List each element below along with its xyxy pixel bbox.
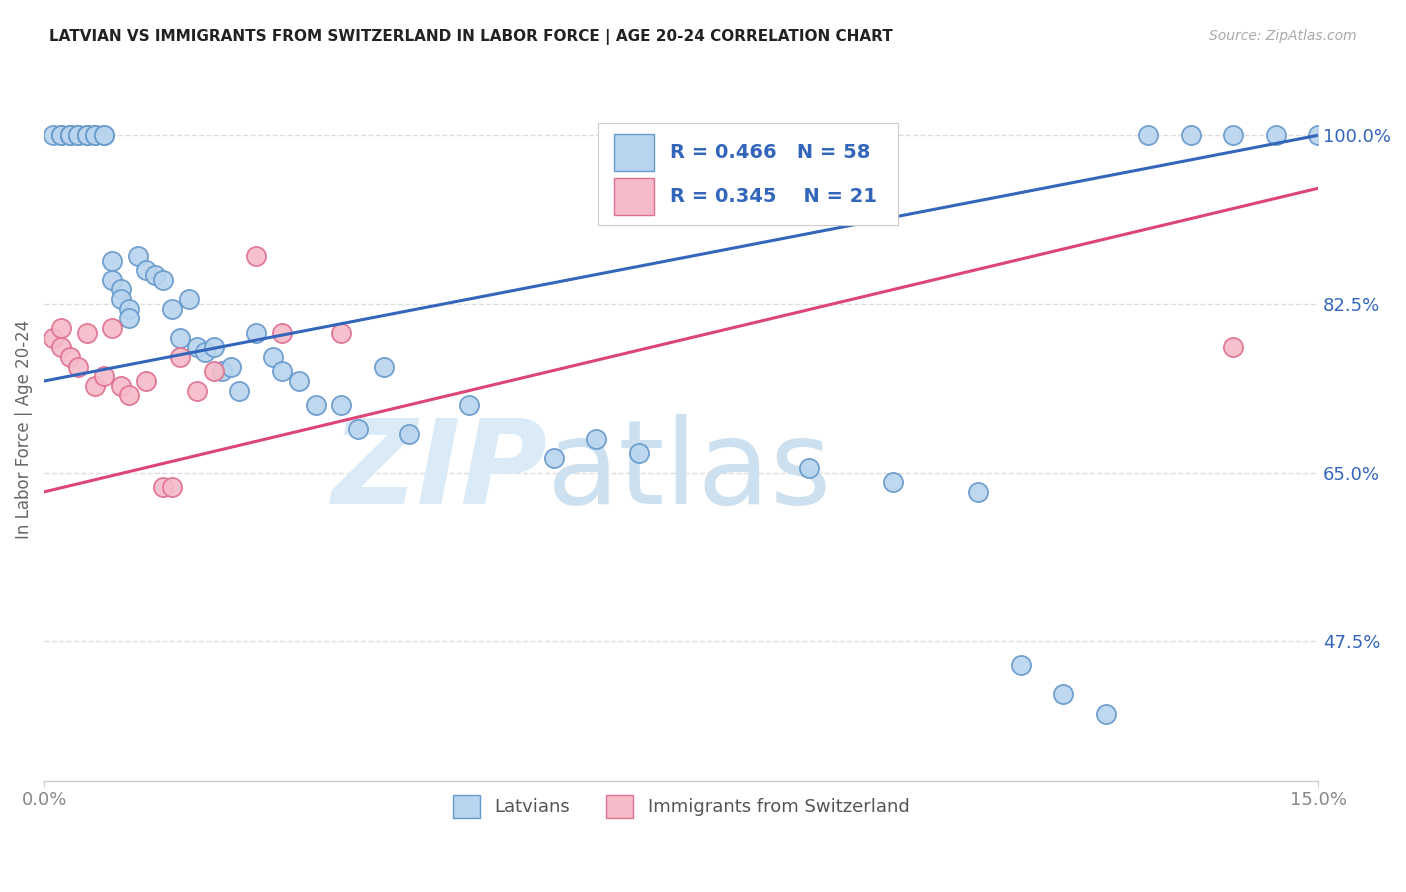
Point [58, 128, 80, 143]
Point [347, 422, 370, 436]
Point [967, 484, 990, 499]
Point [110, 379, 132, 393]
Point [1222, 128, 1244, 143]
Point [373, 359, 395, 374]
Point [186, 384, 208, 398]
Point [245, 326, 267, 340]
Point [76, 128, 98, 143]
Point [58, 128, 80, 143]
FancyBboxPatch shape [613, 135, 654, 171]
Text: ZIP: ZIP [332, 414, 547, 529]
Point [169, 350, 191, 364]
FancyBboxPatch shape [599, 123, 897, 225]
Point [93, 369, 115, 384]
Point [118, 388, 141, 402]
Point [169, 331, 191, 345]
Point [58, 350, 80, 364]
Point [627, 446, 650, 460]
Point [58, 128, 80, 143]
Point [110, 292, 132, 306]
Point [202, 340, 225, 354]
Point [76, 128, 98, 143]
Point [228, 384, 250, 398]
Point [67, 128, 90, 143]
Point [67, 359, 90, 374]
Point [160, 301, 183, 316]
Point [288, 374, 311, 388]
Point [457, 398, 479, 412]
Point [135, 374, 157, 388]
Point [186, 340, 208, 354]
Point [76, 326, 98, 340]
Point [305, 398, 328, 412]
Point [211, 364, 233, 378]
Point [585, 432, 607, 446]
Point [1094, 706, 1116, 721]
Point [262, 350, 284, 364]
Text: atlas: atlas [547, 414, 832, 529]
Point [49, 321, 72, 335]
Text: LATVIAN VS IMMIGRANTS FROM SWITZERLAND IN LABOR FORCE | AGE 20-24 CORRELATION CH: LATVIAN VS IMMIGRANTS FROM SWITZERLAND I… [49, 29, 893, 45]
Point [245, 249, 267, 263]
Point [152, 480, 174, 494]
Point [1264, 128, 1286, 143]
Point [49, 340, 72, 354]
Point [330, 398, 353, 412]
Point [398, 427, 420, 442]
Point [84, 128, 107, 143]
Point [160, 480, 183, 494]
Point [1052, 687, 1074, 701]
Point [118, 301, 141, 316]
Point [93, 128, 115, 143]
Point [101, 321, 124, 335]
Point [194, 345, 217, 359]
Point [135, 263, 157, 277]
Point [49, 128, 72, 143]
Point [797, 460, 820, 475]
Point [101, 273, 124, 287]
Point [127, 249, 149, 263]
Point [177, 292, 200, 306]
Point [152, 273, 174, 287]
Text: R = 0.466   N = 58: R = 0.466 N = 58 [669, 144, 870, 162]
Point [49, 128, 72, 143]
Point [41, 331, 63, 345]
Y-axis label: In Labor Force | Age 20-24: In Labor Force | Age 20-24 [15, 319, 32, 539]
Point [93, 128, 115, 143]
Point [219, 359, 242, 374]
Point [1222, 340, 1244, 354]
Point [271, 364, 294, 378]
Point [41, 128, 63, 143]
Point [101, 253, 124, 268]
Point [118, 311, 141, 326]
FancyBboxPatch shape [613, 178, 654, 215]
Text: Source: ZipAtlas.com: Source: ZipAtlas.com [1209, 29, 1357, 43]
Point [1010, 658, 1032, 673]
Point [271, 326, 294, 340]
Point [330, 326, 353, 340]
Point [110, 283, 132, 297]
Point [143, 268, 166, 282]
Point [1308, 128, 1330, 143]
Point [84, 128, 107, 143]
Point [67, 128, 90, 143]
Point [1180, 128, 1202, 143]
Point [882, 475, 904, 490]
Point [202, 364, 225, 378]
Point [76, 128, 98, 143]
Point [84, 379, 107, 393]
Point [1137, 128, 1160, 143]
Point [543, 451, 565, 466]
Legend: Latvians, Immigrants from Switzerland: Latvians, Immigrants from Switzerland [446, 789, 917, 825]
Text: R = 0.345    N = 21: R = 0.345 N = 21 [669, 186, 877, 206]
